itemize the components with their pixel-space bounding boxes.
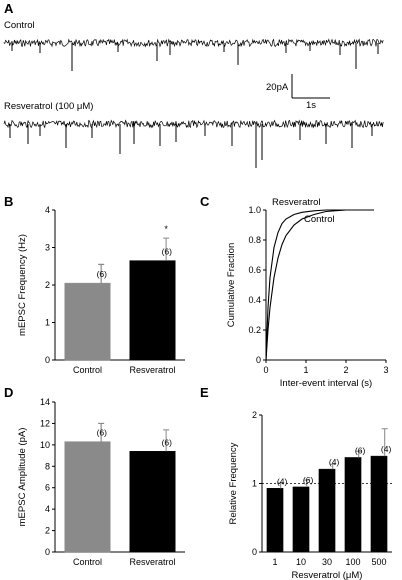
y-tick-label: 0 [45,547,50,557]
panel-letter-e: E [200,385,209,400]
bar [344,457,362,553]
y-axis-label: Cumulative Fraction [226,243,237,327]
n-label: (6) [97,428,108,438]
chart-relative-frequency: 0 1 2 (4) 1 (6) 10 (4) 30 (6) 100 (4) 500 Relative Fr… [228,410,392,580]
scale-bar-current-label: 20pA [266,82,289,93]
bar [266,488,284,553]
y-tick-label: 12 [40,418,50,428]
scale-bar-time-label: 1s [306,100,316,111]
bar [64,441,111,553]
mepsc-traces [3,38,384,168]
x-axis-label: Resveratrol (μM) [292,570,363,580]
bar [292,486,310,553]
panel-letter-c: C [200,194,210,209]
x-tick-label: 100 [345,557,360,567]
y-tick-label: 1 [45,318,50,328]
y-tick-label: 0 [45,355,50,365]
n-label: (6) [355,445,366,455]
y-tick-label: 2 [45,526,50,536]
panel-letter-b: B [4,194,13,209]
x-tick-label: Resveratrol [129,365,175,375]
y-tick-label: 2 [45,280,50,290]
resveratrol-trace [3,119,384,129]
bar [318,468,336,553]
y-tick-label: 3 [45,243,50,253]
significance-marker: * [164,224,168,234]
y-tick-label: 0.4 [248,295,261,305]
bar [370,455,388,553]
series-label-resveratrol: Resveratrol [272,197,321,208]
bar [129,260,176,361]
x-tick-label: 3 [383,365,388,375]
series-label-control: Control [304,214,335,225]
y-axis-label: mEPSC Frequency (Hz) [17,234,28,336]
x-tick-label: 0 [263,365,268,375]
n-label: (4) [329,457,340,467]
x-tick-label: 500 [371,557,386,567]
x-tick-label: Resveratrol [129,557,175,567]
y-axis-label: mEPSC Amplitude (pA) [17,428,28,527]
y-tick-label: 8 [45,461,50,471]
n-label: (6) [162,247,173,257]
y-tick-label: 0.8 [248,235,261,245]
y-tick-label: 0.2 [248,325,261,335]
y-tick-label: 2 [252,410,257,420]
trace-label-resveratrol: Resveratrol (100 μM) [4,101,93,112]
n-label: (6) [303,475,314,485]
y-tick-label: 1 [252,479,257,489]
n-label: (4) [381,444,392,454]
n-label: (4) [277,476,288,486]
n-label: (6) [162,437,173,447]
x-tick-label: 30 [322,557,332,567]
x-tick-label: 1 [272,557,277,567]
y-axis-label: Relative Frequency [228,442,239,524]
x-tick-label: Control [73,365,102,375]
chart-mepsc-frequency: 0 1 2 3 4 (6) Control (6) * Resveratrol mEPSC Freq… [17,205,185,375]
x-tick-label: 2 [343,365,348,375]
y-tick-label: 0 [256,355,261,365]
y-tick-label: 1.0 [248,205,261,215]
x-tick-label: Control [73,557,102,567]
y-tick-label: 0 [252,547,257,557]
trace-label-control: Control [4,20,35,31]
bar [64,282,111,361]
y-tick-label: 6 [45,483,50,493]
bar [129,451,176,553]
y-tick-label: 14 [40,397,50,407]
y-tick-label: 10 [40,440,50,450]
x-tick-label: 10 [296,557,306,567]
series-line-control [265,209,374,361]
panel-letter-a: A [4,1,14,16]
y-tick-label: 4 [45,504,50,514]
chart-mepsc-amplitude: 0 2 4 6 8 10 12 14 (6) Control (6) Resveratrol mEPSC… [17,397,185,567]
y-tick-label: 4 [45,205,50,215]
y-tick-label: 0.6 [248,265,261,275]
panel-letter-d: D [4,385,13,400]
x-tick-label: 1 [303,365,308,375]
x-axis-label: Inter-event interval (s) [280,378,372,389]
series-line-resveratrol [265,209,374,361]
n-label: (6) [97,269,108,279]
control-trace [3,38,384,48]
chart-cumulative-fraction: 0 0.2 0.4 0.6 0.8 1.0 0 1 2 3 Resveratrol Control Cu… [226,197,389,389]
